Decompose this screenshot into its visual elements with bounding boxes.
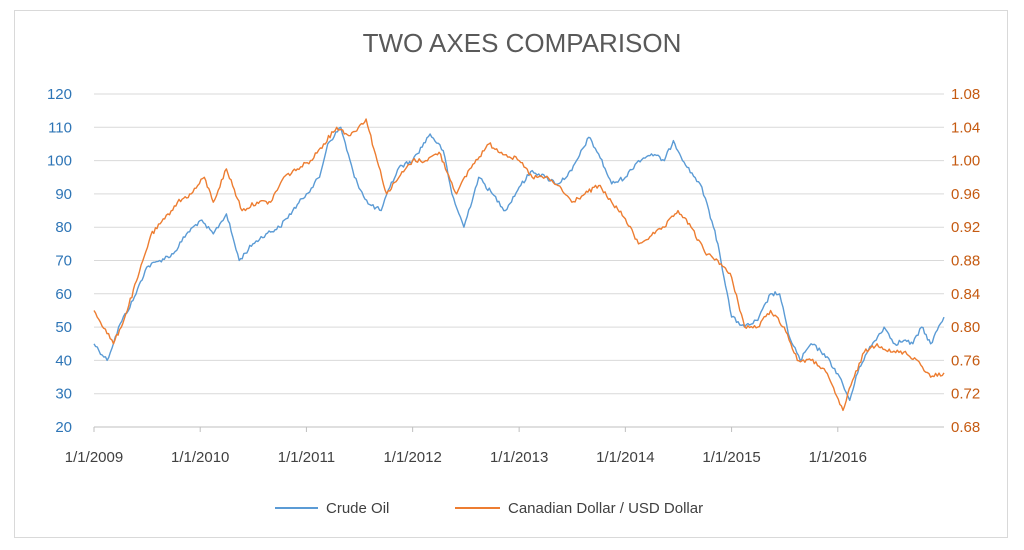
series-line-crude-oil xyxy=(93,126,945,402)
legend: Crude Oil Canadian Dollar / USD Dollar xyxy=(275,500,703,517)
left-axis-tick-label: 120 xyxy=(47,86,72,103)
right-axis-tick-label: 0.68 xyxy=(951,419,980,436)
right-axis-tick-label: 1.00 xyxy=(951,153,980,170)
left-axis-tick-label: 30 xyxy=(55,386,72,403)
right-axis-ticks: 1.08 1.04 1.00 0.96 0.92 0.88 0.84 0.80 0.76 0.72… xyxy=(951,86,980,436)
legend-label-cad-usd: Canadian Dollar / USD Dollar xyxy=(508,500,703,517)
x-axis-tick-label: 1/1/2016 xyxy=(809,449,867,466)
x-axis-tick-label: 1/1/2013 xyxy=(490,449,548,466)
left-axis-tick-label: 80 xyxy=(55,219,72,236)
right-axis-tick-label: 0.92 xyxy=(951,219,980,236)
left-axis-tick-label: 40 xyxy=(55,352,72,369)
left-axis-tick-label: 110 xyxy=(48,119,72,136)
right-axis-tick-label: 1.08 xyxy=(951,86,980,103)
left-axis-tick-label: 20 xyxy=(55,419,72,436)
right-axis-tick-label: 0.84 xyxy=(951,286,980,303)
series-line-cad-usd xyxy=(93,118,945,412)
left-axis-tick-label: 60 xyxy=(55,286,72,303)
series-lines xyxy=(93,118,945,412)
chart-title: TWO AXES COMPARISON xyxy=(363,28,682,58)
right-axis-tick-label: 0.88 xyxy=(951,253,980,270)
right-axis-tick-label: 0.80 xyxy=(951,319,980,336)
left-axis-tick-label: 100 xyxy=(47,153,72,170)
left-axis-tick-label: 70 xyxy=(55,253,72,270)
gridlines xyxy=(94,93,944,428)
right-axis-tick-label: 1.04 xyxy=(951,119,980,136)
left-axis-tick-label: 50 xyxy=(55,319,72,336)
x-axis-tick-label: 1/1/2015 xyxy=(702,449,760,466)
left-axis-tick-label: 90 xyxy=(55,186,72,203)
x-axis-ticks: 1/1/2009 1/1/2010 1/1/2011 1/1/2012 1/1/2013… xyxy=(65,426,944,466)
right-axis-tick-label: 0.72 xyxy=(951,386,980,403)
right-axis-tick-label: 0.76 xyxy=(951,352,980,369)
x-axis-tick-label: 1/1/2014 xyxy=(596,449,654,466)
x-axis-tick-label: 1/1/2010 xyxy=(171,449,229,466)
x-axis-tick-label: 1/1/2012 xyxy=(383,449,441,466)
left-axis-ticks: 120 110 100 90 80 70 60 50 40 30 20 xyxy=(47,86,72,436)
x-axis-tick-label: 1/1/2011 xyxy=(278,449,335,466)
legend-label-crude-oil: Crude Oil xyxy=(326,500,389,517)
chart-frame xyxy=(14,10,1008,538)
x-axis-tick-label: 1/1/2009 xyxy=(65,449,123,466)
right-axis-tick-label: 0.96 xyxy=(951,186,980,203)
